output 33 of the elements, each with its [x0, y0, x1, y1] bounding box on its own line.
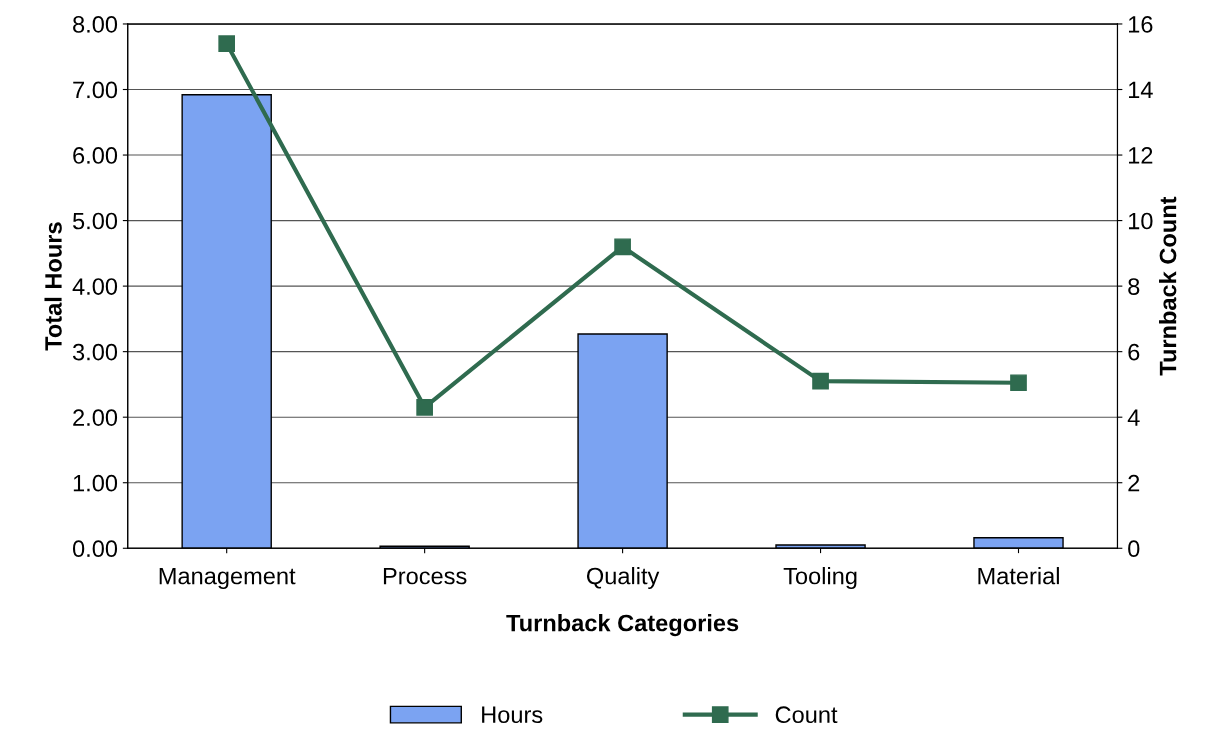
point [1010, 374, 1027, 392]
y2-axis-title: Turnback Count [1159, 196, 1177, 376]
y-tick-label: 1.00 [73, 474, 118, 492]
y2-tick-label: 8 [1128, 278, 1140, 295]
y-tick-label: 4.00 [72, 278, 118, 295]
x-tick-label: Material [978, 567, 1059, 585]
y-tick-label: 0.00 [72, 540, 118, 558]
x-axis-title: Turnback Categories [506, 614, 739, 637]
x-tick-label: Process [383, 567, 467, 585]
y-tick-label: 5.00 [72, 212, 118, 230]
y-axis-title: Total Hours [44, 222, 62, 351]
y-tick-label: 6.00 [73, 147, 118, 164]
y2-tick-label: 14 [1129, 81, 1153, 99]
y2-tick-label: 6 [1128, 343, 1140, 361]
x-tick-label: Management [159, 567, 296, 590]
y-tick-label: 7.00 [73, 81, 118, 99]
y2-tick-label: 4 [1127, 409, 1140, 426]
y2-tick-label: 0 [1128, 540, 1140, 558]
y2-tick-label: 10 [1129, 212, 1153, 230]
y2-tick-label: 16 [1129, 16, 1153, 33]
y-tick-label: 2.00 [73, 409, 118, 426]
y-tick-label: 8.00 [73, 16, 118, 33]
point [812, 372, 829, 390]
legend-label: Count [775, 706, 838, 724]
y-tick-label: 3.00 [72, 343, 118, 361]
point [218, 35, 236, 52]
y2-tick-label: 12 [1129, 147, 1153, 164]
legend-label: Hours [482, 706, 543, 724]
y2-tick-label: 2 [1128, 474, 1140, 492]
point [416, 399, 433, 416]
x-tick-label: Quality [586, 567, 660, 590]
x-tick-label: Tooling [783, 567, 857, 590]
point [614, 238, 631, 256]
